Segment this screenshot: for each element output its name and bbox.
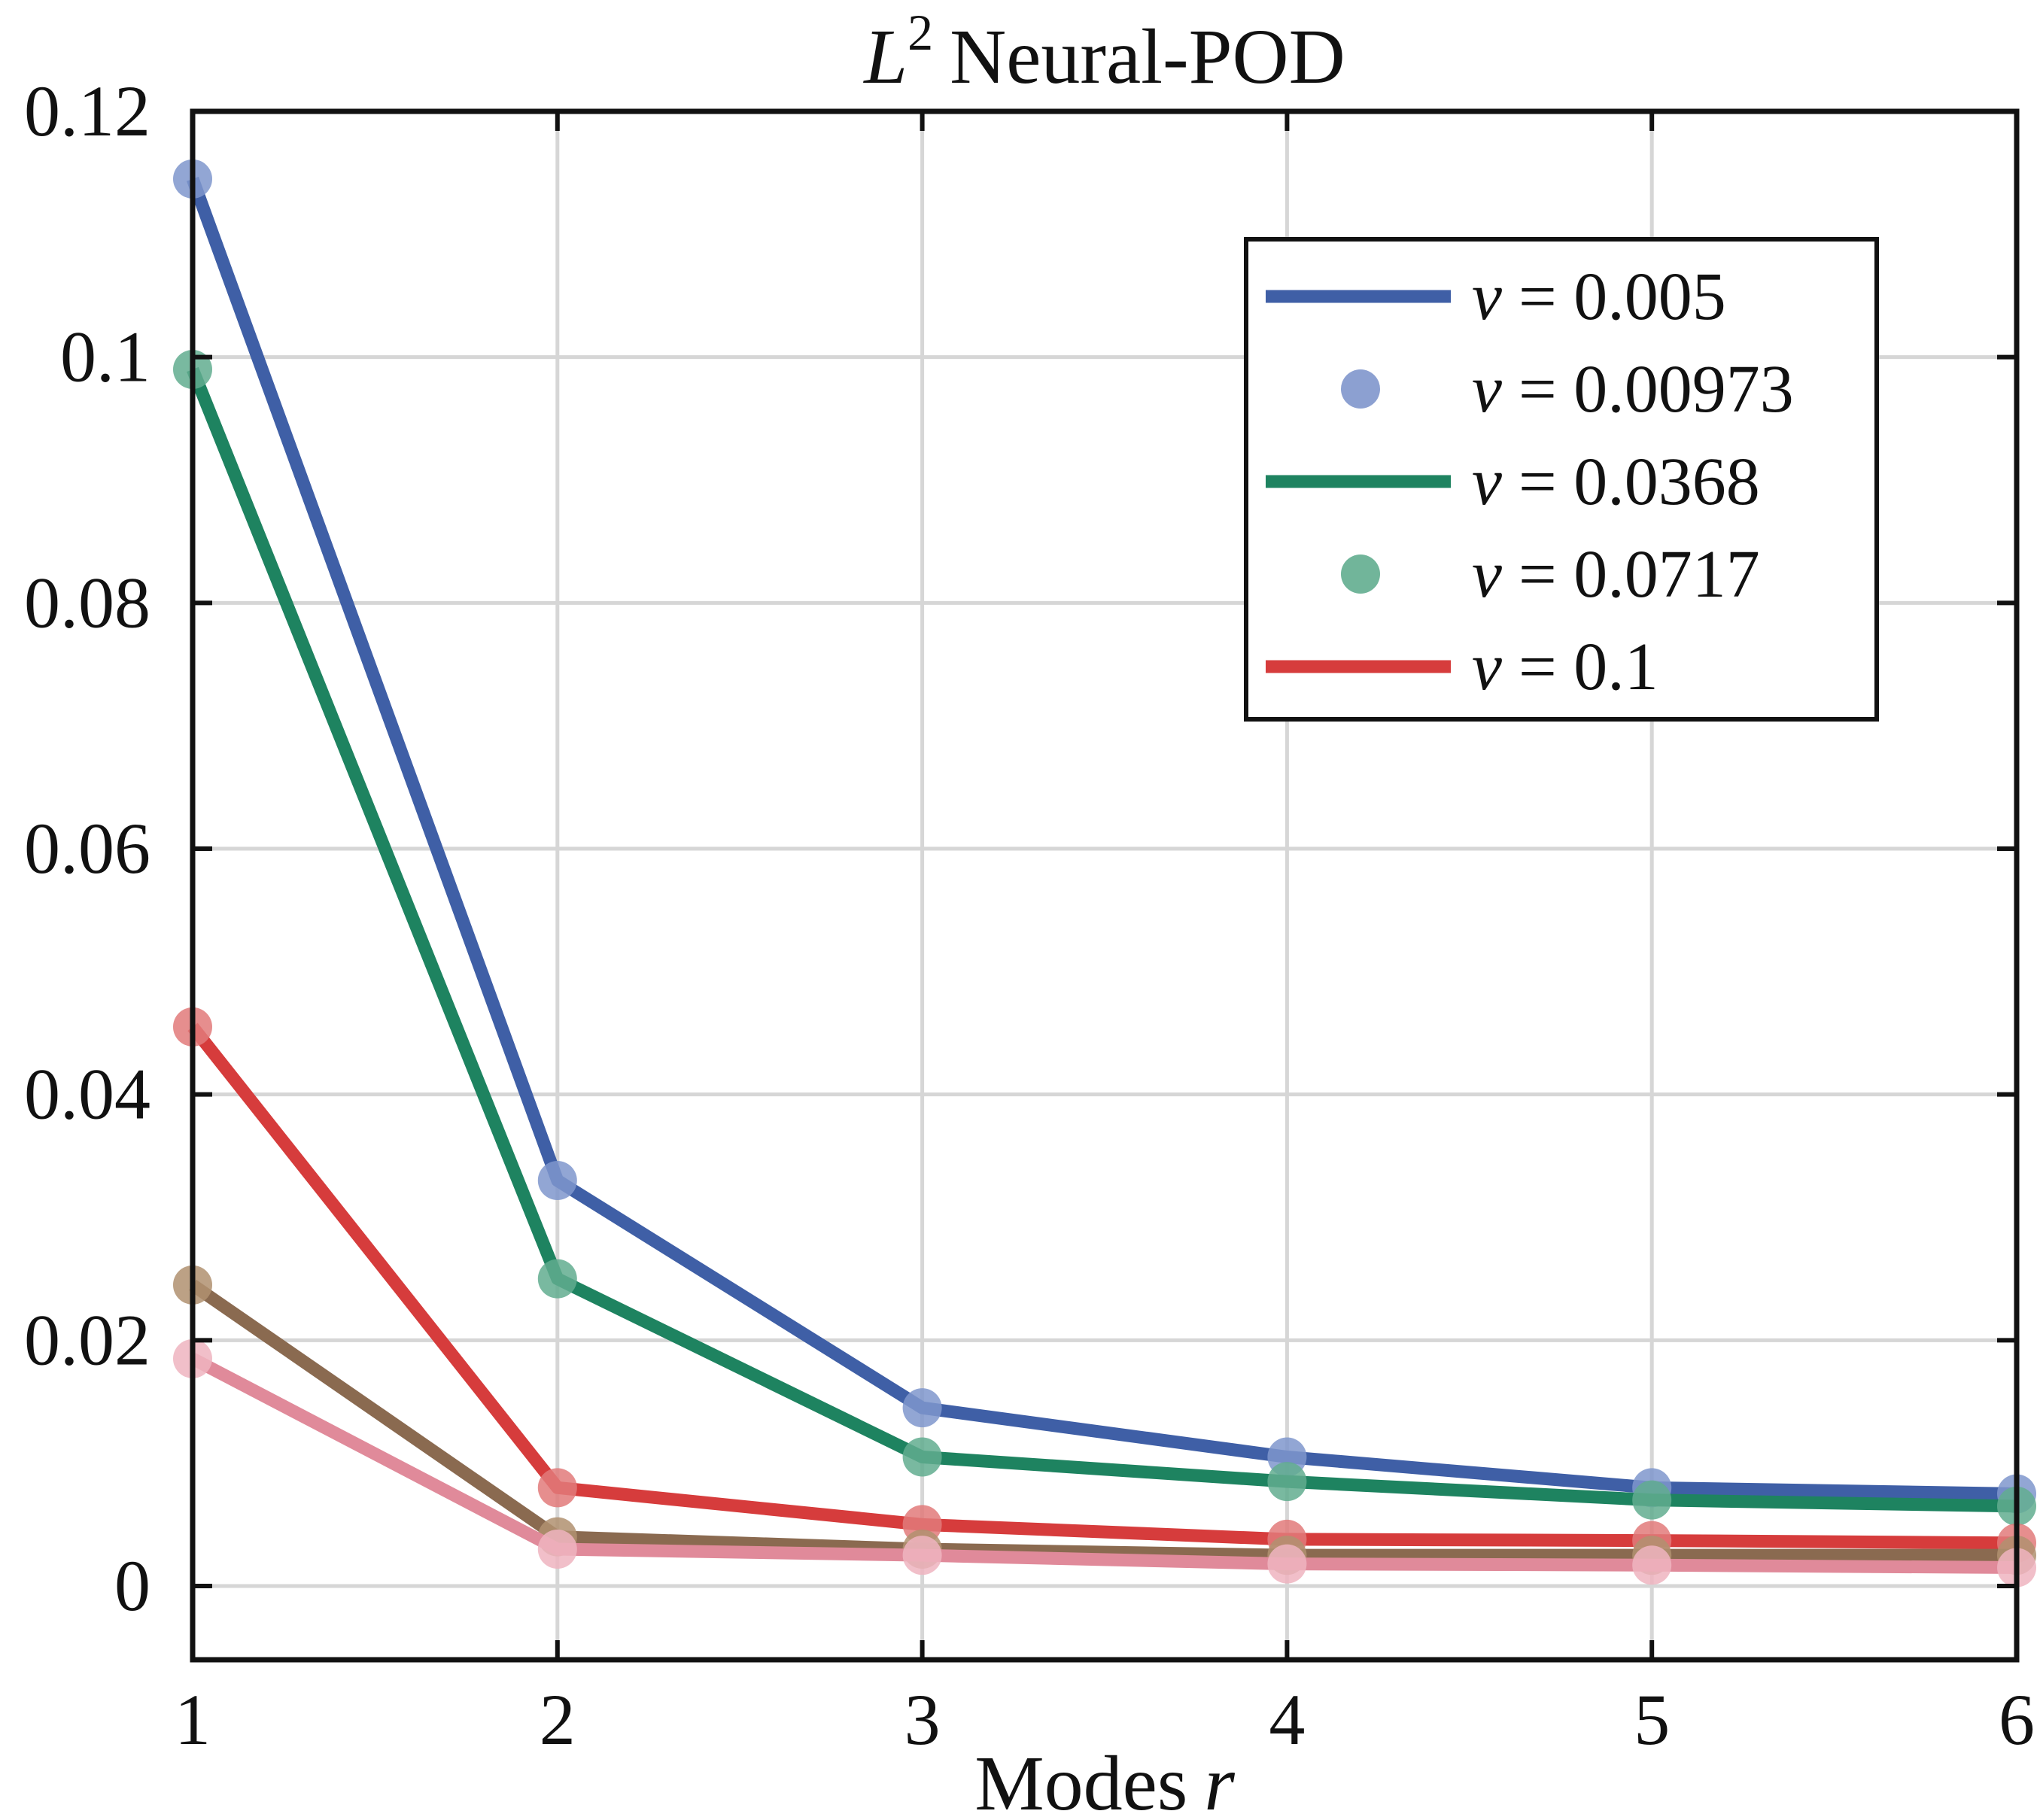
legend-label: ν = 0.00973 xyxy=(1472,352,1794,427)
legend-marker-swatch xyxy=(1341,555,1380,594)
x-axis-label: Modes r xyxy=(974,1740,1235,1820)
title-text: Neural-POD xyxy=(950,14,1345,100)
x-tick-label: 3 xyxy=(904,1679,941,1760)
y-tick-label: 0.06 xyxy=(24,808,150,889)
data-point xyxy=(902,1388,942,1428)
x-tick-label: 1 xyxy=(175,1679,211,1760)
title-sup: 2 xyxy=(908,4,933,61)
y-tick-label: 0.02 xyxy=(24,1299,150,1380)
data-point xyxy=(537,1259,577,1299)
legend-entry: ν = 0.0368 xyxy=(1266,445,1760,519)
series-line xyxy=(187,1022,2017,1550)
data-point xyxy=(902,1437,942,1477)
data-point xyxy=(537,1530,577,1569)
legend-label: ν = 0.0717 xyxy=(1472,537,1760,612)
data-point xyxy=(1267,1544,1307,1584)
series-2 xyxy=(173,350,2036,1526)
legend-entry: ν = 0.005 xyxy=(1266,260,1726,334)
data-point xyxy=(1632,1480,1672,1520)
legend: ν = 0.005 ν = 0.00973 ν = 0.0368 ν = 0.0717 ν = 0… xyxy=(1244,237,1879,722)
chart-title: L2 Neural-POD xyxy=(862,4,1345,100)
y-tick-label: 0.1 xyxy=(60,317,150,397)
series-line xyxy=(189,1279,2017,1562)
y-tick-label: 0.04 xyxy=(24,1054,150,1135)
legend-label: ν = 0.005 xyxy=(1472,260,1726,334)
series-layer xyxy=(173,159,2036,1588)
series-line xyxy=(187,366,2017,1513)
legend-marker-swatch xyxy=(1341,369,1380,409)
legend-entry: ν = 0.0717 xyxy=(1341,537,1760,612)
data-point xyxy=(537,1468,577,1508)
x-tick-label: 6 xyxy=(1999,1679,2035,1760)
series-line xyxy=(187,176,2017,1500)
x-tick-label: 4 xyxy=(1269,1679,1305,1760)
series-0 xyxy=(173,159,2036,1514)
ticks: 1 2 3 4 5 6 0 0.02 0.04 0.06 0.08 0.1 0.12 xyxy=(24,71,2035,1760)
plot-frame xyxy=(190,108,2020,1663)
title-var: L xyxy=(862,14,908,100)
y-tick-label: 0 xyxy=(114,1545,150,1626)
legend-label: ν = 0.0368 xyxy=(1472,445,1760,519)
legend-entry: ν = 0.00973 xyxy=(1341,352,1794,427)
data-point xyxy=(537,1161,577,1200)
y-tick-label: 0.08 xyxy=(24,562,150,643)
series-line xyxy=(190,1353,2017,1574)
legend-label: ν = 0.1 xyxy=(1472,630,1658,704)
data-point xyxy=(902,1536,942,1575)
y-tick-label: 0.12 xyxy=(24,71,150,151)
legend-items: ν = 0.005 ν = 0.00973 ν = 0.0368 ν = 0.0717 ν = 0… xyxy=(1266,260,1794,704)
data-point xyxy=(1632,1545,1672,1585)
legend-entry: ν = 0.1 xyxy=(1266,630,1658,704)
x-axis-label-var: r xyxy=(1204,1740,1235,1820)
x-tick-label: 2 xyxy=(540,1679,576,1760)
data-point xyxy=(1267,1462,1307,1502)
x-axis-label-text: Modes xyxy=(974,1740,1187,1820)
x-tick-label: 5 xyxy=(1634,1679,1670,1760)
